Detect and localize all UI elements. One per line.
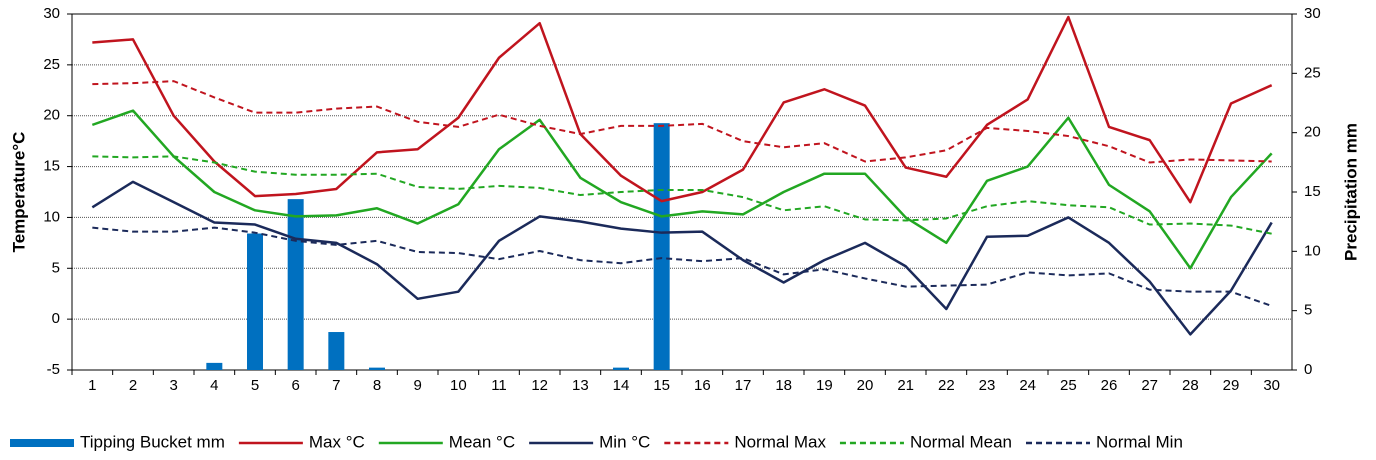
y2-tick-label: 30 — [1304, 5, 1321, 22]
y2-tick-label: 20 — [1304, 124, 1321, 141]
legend-label: Normal Min — [1096, 432, 1183, 451]
x-tick-label: 11 — [491, 377, 507, 394]
x-tick-label: 13 — [572, 377, 589, 394]
y-tick-label: 0 — [52, 310, 60, 327]
x-tick-label: 4 — [210, 377, 218, 394]
line-series — [92, 80, 1272, 164]
x-tick-label: 29 — [1223, 377, 1240, 394]
x-tick-label: 28 — [1182, 377, 1199, 394]
x-tick-label: 19 — [816, 377, 833, 394]
x-tick-label: 14 — [613, 377, 630, 394]
bar — [369, 367, 385, 370]
y-axis-title: Temperature°C — [9, 132, 28, 253]
line-series — [92, 155, 1272, 235]
x-tick-label: 2 — [129, 377, 137, 394]
bar — [287, 199, 304, 370]
x-tick-label: 26 — [1101, 377, 1118, 394]
y2-tick-label: 0 — [1304, 361, 1312, 378]
x-tick-label: 8 — [373, 377, 381, 394]
x-tick-label: 25 — [1060, 377, 1077, 394]
line-series — [91, 109, 1273, 270]
x-tick-label: 30 — [1263, 377, 1280, 394]
y2-axis-title: Precipitation mm — [1341, 123, 1360, 261]
y-tick-label: 30 — [43, 5, 60, 22]
x-tick-label: 6 — [291, 377, 299, 394]
y2-tick-label: 5 — [1304, 302, 1312, 319]
x-tick-label: 15 — [653, 377, 670, 394]
x-tick-label: 22 — [938, 377, 955, 394]
legend-label: Min °C — [599, 432, 650, 451]
x-tick-label: 7 — [332, 377, 340, 394]
legend-label: Normal Max — [734, 432, 826, 451]
legend-label: Mean °C — [449, 432, 515, 451]
legend-label: Max °C — [309, 432, 365, 451]
y-tick-label: 10 — [43, 208, 60, 225]
bar — [247, 233, 263, 370]
legend-label: Tipping Bucket mm — [80, 432, 225, 451]
x-tick-label: 1 — [88, 377, 96, 394]
legend-swatch — [10, 439, 74, 447]
x-tick-label: 18 — [775, 377, 792, 394]
y2-tick-label: 10 — [1304, 242, 1321, 259]
line-series — [91, 180, 1273, 336]
bar — [613, 367, 629, 370]
y-tick-label: 15 — [43, 158, 60, 175]
y-tick-label: 5 — [52, 259, 60, 276]
x-tick-label: 24 — [1019, 377, 1036, 394]
line-series — [92, 15, 1273, 204]
x-tick-label: 23 — [979, 377, 996, 394]
x-tick-label: 3 — [169, 377, 177, 394]
x-tick-label: 20 — [857, 377, 874, 394]
y-tick-label: 20 — [43, 107, 60, 124]
line-series — [92, 226, 1273, 307]
x-tick-label: 21 — [897, 377, 914, 394]
bar — [328, 332, 345, 370]
x-tick-label: 27 — [1141, 377, 1158, 394]
x-tick-label: 17 — [735, 377, 752, 394]
legend-label: Normal Mean — [910, 432, 1012, 451]
y2-tick-label: 15 — [1304, 183, 1321, 200]
x-tick-label: 16 — [694, 377, 711, 394]
y-tick-label: -5 — [47, 361, 60, 378]
bar — [206, 362, 223, 370]
x-tick-label: 12 — [531, 377, 548, 394]
x-tick-label: 9 — [413, 377, 421, 394]
y2-tick-label: 25 — [1304, 64, 1321, 81]
x-tick-label: 5 — [251, 377, 259, 394]
y-tick-label: 25 — [43, 56, 60, 73]
x-tick-label: 10 — [450, 377, 467, 394]
bar — [653, 123, 670, 370]
